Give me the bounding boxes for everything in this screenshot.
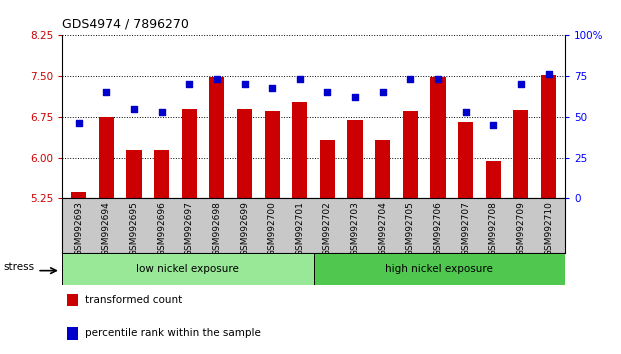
Text: GSM992700: GSM992700 — [268, 201, 276, 256]
Bar — [62, 253, 314, 285]
Bar — [348, 120, 363, 198]
Bar — [209, 77, 224, 198]
Text: GSM992701: GSM992701 — [296, 201, 304, 256]
Bar — [71, 192, 86, 198]
Bar — [486, 161, 501, 198]
Text: GSM992709: GSM992709 — [517, 201, 525, 256]
Text: GSM992702: GSM992702 — [323, 201, 332, 256]
Point — [433, 76, 443, 82]
Text: high nickel exposure: high nickel exposure — [386, 264, 493, 274]
Text: GSM992694: GSM992694 — [102, 201, 111, 256]
Text: GSM992699: GSM992699 — [240, 201, 249, 256]
Bar — [314, 253, 565, 285]
Bar — [67, 327, 78, 339]
Bar — [265, 112, 279, 198]
Point — [543, 72, 553, 77]
Point — [378, 90, 388, 95]
Point — [406, 76, 415, 82]
Bar — [430, 77, 446, 198]
Text: GSM992697: GSM992697 — [184, 201, 194, 256]
Text: GSM992705: GSM992705 — [406, 201, 415, 256]
Text: GSM992706: GSM992706 — [433, 201, 443, 256]
Text: low nickel exposure: low nickel exposure — [137, 264, 239, 274]
Point — [488, 122, 498, 128]
Point — [101, 90, 111, 95]
Bar — [67, 294, 78, 306]
Point — [156, 109, 166, 115]
Text: GSM992693: GSM992693 — [74, 201, 83, 256]
Bar — [458, 122, 473, 198]
Bar — [541, 75, 556, 198]
Point — [295, 76, 305, 82]
Point — [212, 76, 222, 82]
Text: GDS4974 / 7896270: GDS4974 / 7896270 — [62, 18, 189, 31]
Bar — [375, 139, 391, 198]
Point — [240, 81, 250, 87]
Text: stress: stress — [3, 262, 34, 273]
Point — [267, 85, 277, 90]
Text: GSM992710: GSM992710 — [544, 201, 553, 256]
Bar — [237, 109, 252, 198]
Text: GSM992704: GSM992704 — [378, 201, 388, 256]
Point — [74, 120, 84, 126]
Point — [184, 81, 194, 87]
Text: GSM992703: GSM992703 — [351, 201, 360, 256]
Bar — [181, 109, 197, 198]
Point — [516, 81, 526, 87]
Bar — [292, 102, 307, 198]
Bar — [320, 140, 335, 198]
Bar — [403, 112, 418, 198]
Bar — [126, 150, 142, 198]
Text: GSM992698: GSM992698 — [212, 201, 221, 256]
Text: transformed count: transformed count — [84, 295, 182, 305]
Point — [322, 90, 332, 95]
Text: GSM992707: GSM992707 — [461, 201, 470, 256]
Bar — [99, 118, 114, 198]
Text: percentile rank within the sample: percentile rank within the sample — [84, 328, 261, 338]
Bar — [154, 150, 169, 198]
Text: GSM992695: GSM992695 — [129, 201, 138, 256]
Text: GSM992696: GSM992696 — [157, 201, 166, 256]
Bar — [514, 110, 528, 198]
Point — [461, 109, 471, 115]
Point — [129, 106, 139, 112]
Text: GSM992708: GSM992708 — [489, 201, 498, 256]
Point — [350, 95, 360, 100]
